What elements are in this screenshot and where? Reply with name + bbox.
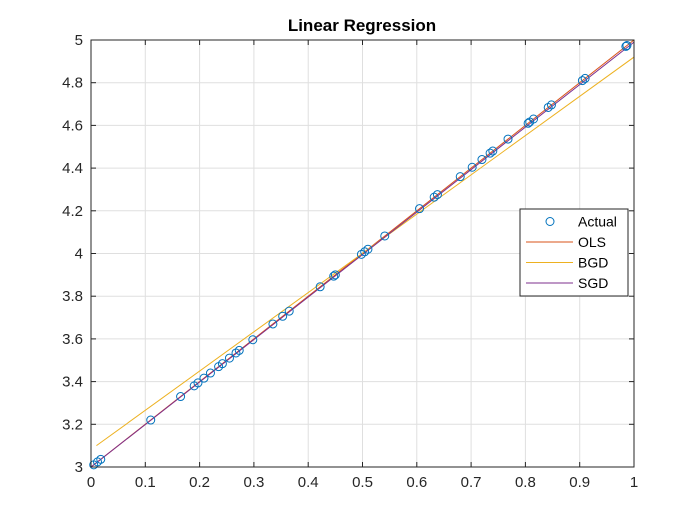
legend-item: SGD (526, 275, 608, 291)
data-point (284, 306, 294, 316)
data-point (621, 41, 631, 51)
plot-axes: 0 0.1 0.2 0.3 0.4 0.5 0.6 0.7 0.8 0.9 1 3 3.2 3.4 3.6 3… (62, 32, 638, 491)
y-tick-label: 3.6 (62, 331, 83, 348)
data-point (234, 345, 244, 355)
x-tick-label: 0.8 (515, 474, 536, 491)
series-line-bgd (96, 56, 634, 447)
y-tick-label: 4.8 (62, 75, 83, 92)
y-tick-label: 4.6 (62, 117, 83, 134)
legend-item: BGD (526, 255, 608, 271)
data-point (485, 148, 495, 158)
y-tick-label: 4.2 (62, 203, 83, 220)
data-point (543, 102, 553, 112)
legend-label: OLS (578, 234, 606, 250)
x-tick-label: 0.3 (243, 474, 264, 491)
data-point (529, 114, 539, 124)
x-tick-label: 0.7 (461, 474, 482, 491)
data-point (577, 76, 587, 86)
data-point (217, 359, 227, 369)
x-tick-label: 1 (630, 474, 638, 491)
data-point (622, 41, 632, 51)
data-point (580, 73, 590, 83)
y-tick-label: 3.8 (62, 288, 83, 305)
x-tick-label: 0.9 (569, 474, 590, 491)
data-point (205, 368, 215, 378)
legend-label: SGD (578, 275, 608, 291)
y-tick-label: 3.4 (62, 374, 83, 391)
data-point (380, 231, 390, 241)
legend-box (519, 208, 629, 297)
x-tick-label: 0.5 (352, 474, 373, 491)
chart-title: Linear Regression (288, 16, 436, 35)
y-tick-label: 4.4 (62, 160, 83, 177)
data-point (488, 146, 498, 156)
data-point (231, 348, 241, 358)
data-point (96, 454, 106, 464)
data-point (315, 282, 325, 292)
data-point (360, 247, 370, 257)
legend-item: OLS (526, 234, 606, 250)
legend-marker-icon (545, 217, 555, 226)
data-point (268, 319, 278, 329)
data-point (363, 244, 373, 254)
data-point (477, 155, 487, 165)
legend-label: Actual (578, 214, 617, 230)
data-point (546, 100, 556, 110)
x-tick-label: 0.4 (298, 474, 319, 491)
data-point (523, 118, 533, 128)
data-point (176, 392, 186, 402)
y-tick-label: 4 (75, 246, 83, 263)
data-point (455, 172, 465, 182)
legend: Actual OLS BGD SGD (519, 208, 629, 297)
data-point (432, 190, 442, 200)
legend-item: Actual (545, 214, 617, 230)
data-point (330, 270, 340, 280)
data-point (329, 271, 339, 281)
series-line-sgd (91, 41, 634, 467)
x-tick-label: 0.2 (189, 474, 210, 491)
data-point (503, 134, 513, 144)
data-point (429, 192, 439, 202)
legend-label: BGD (578, 255, 608, 271)
data-point (199, 373, 209, 383)
data-point (278, 311, 288, 321)
y-tick-label: 3 (75, 459, 83, 476)
data-point (356, 249, 366, 259)
data-point (93, 457, 103, 467)
data-point (193, 378, 203, 388)
data-point (146, 415, 156, 425)
data-point (224, 353, 234, 363)
data-point (248, 335, 258, 345)
data-point (415, 204, 425, 214)
data-point (467, 162, 477, 172)
x-tick-label: 0.1 (135, 474, 156, 491)
x-tick-label: 0 (87, 474, 95, 491)
x-tick-label: 0.6 (406, 474, 427, 491)
y-tick-label: 5 (75, 32, 83, 49)
y-tick-label: 3.2 (62, 416, 83, 433)
